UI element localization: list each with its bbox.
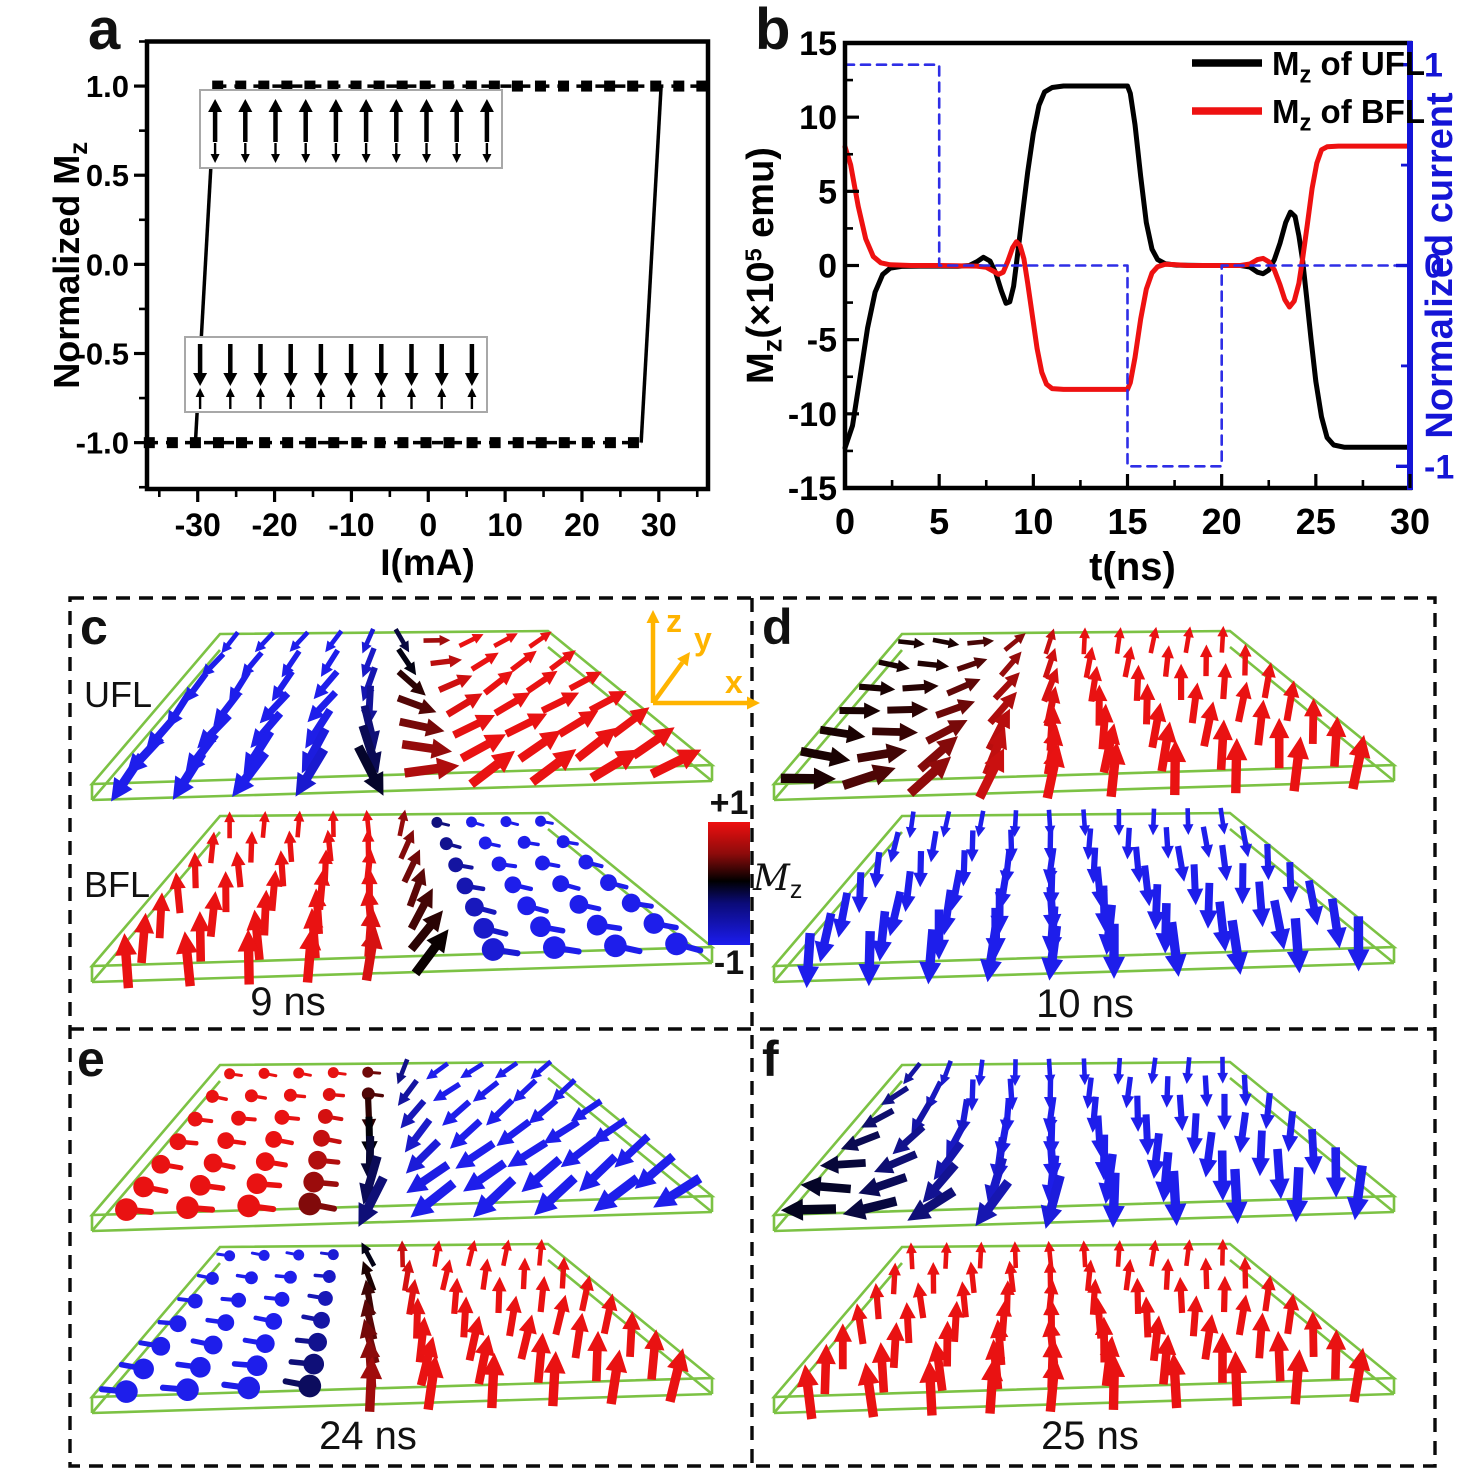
svg-text:-20: -20 bbox=[251, 507, 297, 543]
colorbar-mz-sub: z bbox=[789, 876, 803, 904]
time-label-10ns: 10 ns bbox=[1036, 982, 1134, 1026]
svg-text:-30: -30 bbox=[175, 507, 221, 543]
svg-text:0: 0 bbox=[818, 248, 837, 286]
svg-text:1: 1 bbox=[1424, 47, 1443, 85]
svg-text:20: 20 bbox=[564, 507, 600, 543]
panel-letter-d: d bbox=[762, 599, 793, 655]
svg-text:1.0: 1.0 bbox=[86, 69, 129, 104]
layer-ufl-c bbox=[89, 628, 716, 802]
svg-text:20: 20 bbox=[1202, 501, 1242, 542]
svg-text:0: 0 bbox=[419, 507, 437, 543]
panel-b-series bbox=[842, 63, 1413, 468]
svg-text:15: 15 bbox=[1107, 501, 1147, 542]
snapshot-d bbox=[771, 625, 1398, 989]
svg-text:Mz(×105 emu): Mz(×105 emu) bbox=[740, 147, 787, 384]
snapshot-e bbox=[89, 1058, 716, 1415]
panel-a-inset-state-up bbox=[199, 89, 503, 169]
snapshot-f bbox=[771, 1056, 1398, 1420]
svg-text:10: 10 bbox=[1013, 501, 1053, 542]
svg-text:0: 0 bbox=[835, 501, 855, 542]
svg-text:25: 25 bbox=[1296, 501, 1336, 542]
time-label-25ns: 25 ns bbox=[1041, 1414, 1139, 1458]
svg-text:-10: -10 bbox=[328, 507, 374, 543]
svg-text:-0.5: -0.5 bbox=[76, 337, 129, 372]
label-bfl-layer: BFL bbox=[84, 864, 151, 905]
svg-text:0.0: 0.0 bbox=[86, 247, 129, 282]
panel-b: 0 5 10 15 20 25 30151050-5-10-1510-1t(ns)Mz(×1… bbox=[740, 25, 1461, 589]
layer-bfl-c bbox=[89, 809, 716, 989]
series-Mz-of-UFL bbox=[842, 83, 1413, 451]
lower-block-borders bbox=[68, 596, 1437, 1468]
svg-text:-15: -15 bbox=[788, 470, 837, 508]
svg-text:10: 10 bbox=[799, 99, 837, 137]
layer-ufl-e bbox=[89, 1058, 716, 1233]
panel-b-legend: Mz of UFL Mz of BFL bbox=[1192, 45, 1425, 136]
colorbar-mz-main: M bbox=[753, 858, 790, 899]
layer-ufl-d bbox=[771, 625, 1398, 802]
series-Normalized-current bbox=[843, 63, 1412, 468]
label-ufl-layer: UFL bbox=[84, 674, 153, 715]
series-Mz-of-BFL bbox=[842, 143, 1413, 392]
layer-bfl-e bbox=[89, 1238, 716, 1415]
coordinate-gizmo: z yx bbox=[646, 603, 760, 710]
mz-colorbar bbox=[708, 822, 750, 945]
svg-text:-1.0: -1.0 bbox=[76, 426, 129, 461]
svg-text:t(ns): t(ns) bbox=[1089, 545, 1176, 589]
panel-a-inset-state-down bbox=[184, 336, 488, 413]
panel-letter-f: f bbox=[762, 1031, 779, 1087]
time-label-24ns: 24 ns bbox=[319, 1414, 417, 1458]
svg-text:-10: -10 bbox=[788, 396, 837, 434]
panel-letter-b: b bbox=[755, 0, 791, 62]
panel-a-axes: -30 -20 -10 0 10 20 30 1.0 0.5 0.0 -0.5 -1.0 I(mA) No… bbox=[46, 39, 711, 583]
svg-text:10: 10 bbox=[487, 507, 523, 543]
svg-text:30: 30 bbox=[641, 507, 677, 543]
svg-text:z: z bbox=[666, 603, 682, 639]
svg-text:y: y bbox=[694, 621, 712, 657]
layer-bfl-d bbox=[771, 807, 1398, 989]
panel-a-series bbox=[143, 80, 708, 449]
svg-text:Mz of BFL: Mz of BFL bbox=[1272, 93, 1425, 136]
panel-letter-c: c bbox=[80, 599, 108, 655]
time-label-9ns: 9 ns bbox=[250, 980, 326, 1024]
layer-ufl-f bbox=[771, 1056, 1398, 1233]
layer-bfl-f bbox=[771, 1238, 1398, 1420]
panel-a: -30 -20 -10 0 10 20 30 1.0 0.5 0.0 -0.5 -1.0 I(mA) No… bbox=[46, 39, 711, 583]
snapshot-c: z yx bbox=[89, 603, 760, 989]
svg-text:-1: -1 bbox=[1424, 448, 1454, 486]
colorbar-max-label: +1 bbox=[709, 784, 749, 822]
svg-text:5: 5 bbox=[929, 501, 949, 542]
svg-text:Normalized Mz: Normalized Mz bbox=[46, 142, 93, 389]
svg-text:0.5: 0.5 bbox=[86, 158, 129, 193]
svg-text:Normalized current: Normalized current bbox=[1419, 92, 1461, 439]
svg-text:-5: -5 bbox=[807, 322, 837, 360]
svg-text:I(mA): I(mA) bbox=[380, 542, 475, 583]
colorbar-min-label: -1 bbox=[713, 944, 745, 982]
svg-text:x: x bbox=[725, 664, 743, 700]
panel-letter-a: a bbox=[88, 0, 121, 62]
svg-text:0: 0 bbox=[1424, 248, 1443, 286]
colorbar-mz-label: Mz bbox=[753, 858, 802, 905]
panel-b-axes: 0 5 10 15 20 25 30151050-5-10-1510-1t(ns)Mz(×1… bbox=[740, 25, 1461, 589]
svg-text:30: 30 bbox=[1390, 501, 1430, 542]
svg-text:15: 15 bbox=[799, 25, 837, 63]
svg-text:Mz of UFL: Mz of UFL bbox=[1272, 45, 1425, 88]
panel-letter-e: e bbox=[77, 1031, 105, 1087]
svg-text:5: 5 bbox=[818, 173, 837, 211]
